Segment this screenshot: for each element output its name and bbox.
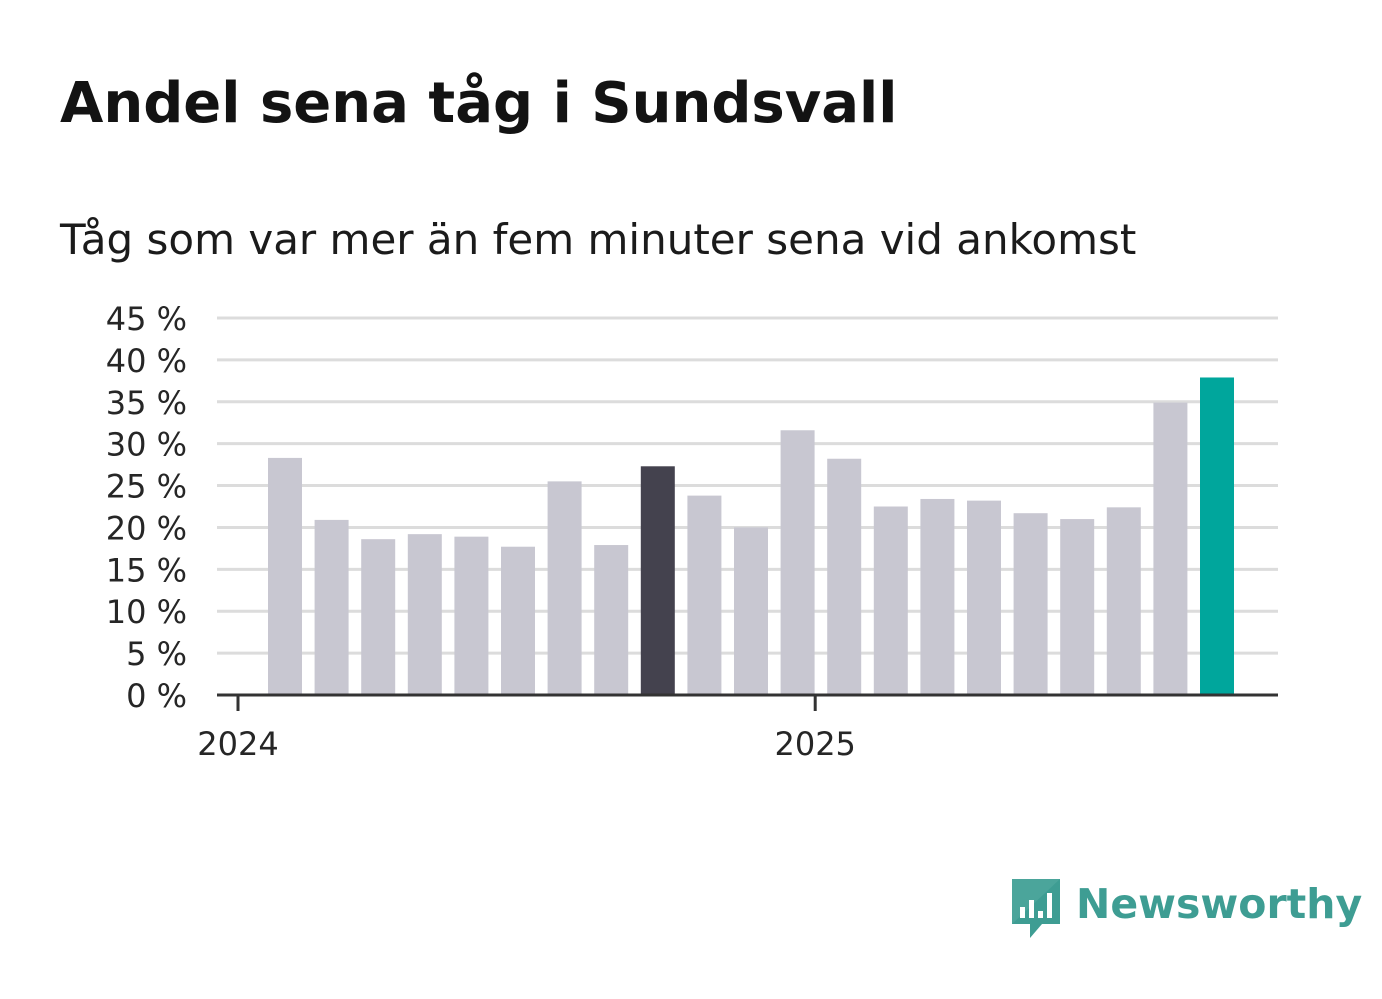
y-tick-label: 5 %: [126, 635, 187, 673]
x-tick-label-2024: 2024: [197, 725, 278, 763]
bar-2024-11: [734, 527, 768, 695]
newsworthy-bar-chart-icon: [1012, 879, 1060, 938]
bar-2025-02: [873, 506, 908, 695]
logo-text: Newsworthy: [1076, 880, 1363, 928]
y-tick-label: 0 %: [126, 677, 187, 715]
y-tick-label: 20 %: [106, 509, 187, 547]
bar-2024-03: [361, 539, 396, 695]
bar-2025-01: [827, 458, 862, 695]
chart-subtitle: Tåg som var mer än fem minuter sena vid …: [60, 215, 1137, 264]
bar-2024-07: [547, 481, 582, 695]
bars: [268, 377, 1234, 695]
newsworthy-logo[interactable]: Newsworthy: [1008, 876, 1362, 942]
bar-2024-06: [501, 546, 535, 695]
x-tick-label-2025: 2025: [774, 725, 855, 763]
y-tick-label: 25 %: [106, 468, 187, 506]
bar-2025-09: [1200, 377, 1234, 695]
bar-2024-08: [594, 545, 629, 695]
y-tick-label: 10 %: [106, 593, 187, 631]
y-tick-label: 45 %: [106, 300, 187, 338]
y-tick-label: 40 %: [106, 342, 187, 380]
bar-2025-08: [1153, 402, 1188, 695]
chart-title: Andel sena tåg i Sundsvall: [60, 71, 898, 136]
bar-2024-01: [268, 457, 302, 695]
bar-2024-09: [640, 466, 675, 695]
y-axis-tick-labels: 0 % 5 % 10 % 15 % 20 %25 % 30 % 35 % 40 % 45 %: [106, 300, 187, 715]
bar-2025-04: [967, 500, 1001, 695]
bar-2024-05: [454, 536, 489, 695]
bar-2024-10: [687, 495, 722, 695]
bar-2024-02: [314, 519, 349, 695]
bar-2024-12: [780, 430, 815, 695]
y-tick-label: 30 %: [106, 426, 187, 464]
bar-2025-06: [1060, 519, 1095, 695]
y-tick-label: 15 %: [106, 551, 187, 589]
bar-2025-07: [1106, 507, 1141, 695]
bar-2024-04: [407, 534, 442, 695]
bar-2025-03: [920, 498, 955, 695]
y-tick-label: 35 %: [106, 384, 187, 422]
x-axis-tick-labels: 2024 2025: [197, 695, 856, 763]
bar-2025-05: [1013, 513, 1048, 695]
